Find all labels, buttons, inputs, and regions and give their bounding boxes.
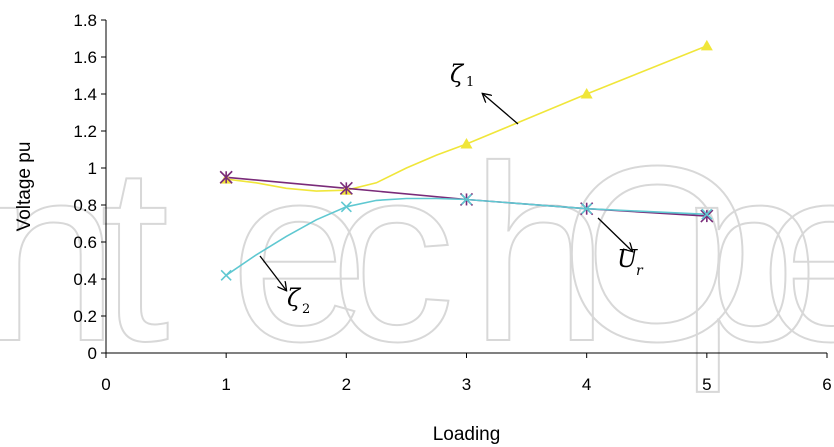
y-tick-label: 1.6: [73, 48, 97, 67]
annotation-subscript-zeta1: 1: [466, 75, 474, 90]
series-line-zeta1: [226, 45, 708, 192]
watermark-letter: e: [760, 114, 834, 393]
annotation-label-zeta2: ζ: [287, 284, 302, 312]
marker-zeta2: [340, 201, 352, 213]
annotation-arrow-zeta2: [259, 255, 286, 290]
y-tick-label: 0.2: [73, 307, 97, 326]
x-tick-label: 4: [582, 375, 591, 394]
marker-zeta2: [460, 193, 473, 206]
watermark-letter: n: [0, 114, 119, 393]
marker-ur: [339, 181, 353, 195]
y-tick-label: 1.2: [73, 122, 97, 141]
watermark-letter: h: [470, 114, 609, 393]
x-tick-label: 5: [702, 375, 711, 394]
x-tick-label: 2: [342, 375, 351, 394]
series-markers: [219, 39, 714, 281]
y-tick-label: 1.8: [73, 11, 97, 30]
marker-stroke: [340, 201, 352, 213]
marker-zeta1: [700, 39, 713, 51]
annotation-arrow-ur: [597, 217, 632, 251]
watermark-letter: e: [230, 114, 369, 393]
y-tick-label: 1.4: [73, 85, 97, 104]
marker-zeta2: [581, 203, 593, 215]
watermark: IntechOpen: [0, 113, 834, 394]
watermark-letter: c: [330, 114, 455, 393]
axes: 0 0.2 0.4 0.6 0.8 1 1.2 1.4 1.6 1.8 0 1 2 3 4 5 6: [73, 11, 831, 394]
annotation-arrow-zeta1: [483, 94, 519, 125]
watermark-letter: p: [680, 114, 819, 393]
series-line-zeta2: [225, 197, 707, 276]
marker-stroke: [460, 193, 473, 206]
marker-zeta1: [580, 88, 593, 99]
y-tick-label: 0.4: [73, 270, 97, 289]
y-tick-label: 1: [88, 159, 97, 178]
annotation-label-zeta1: ζ: [450, 60, 465, 88]
y-tick-label: 0.8: [73, 196, 97, 215]
annotation-subscript-zeta2: 2: [302, 302, 310, 317]
x-axis-title: Loading: [433, 424, 501, 445]
x-tick-label: 0: [101, 375, 110, 394]
marker-zeta1: [460, 137, 473, 149]
x-tick-label: 1: [221, 375, 230, 394]
marker-ur: [219, 170, 233, 184]
marker-zeta2: [701, 208, 713, 220]
watermark-letter: t: [100, 114, 169, 393]
x-tick-label: 3: [462, 375, 471, 394]
x-tick-label: 6: [822, 375, 831, 394]
annotation-subscript-ur: r: [636, 263, 644, 279]
annotations: ζ 1ζ 2Ur: [259, 60, 644, 317]
y-axis-title: Voltage pu: [14, 142, 35, 232]
watermark-letter: O: [560, 114, 754, 393]
y-tick-label: 0.6: [73, 233, 97, 252]
marker-stroke: [220, 269, 232, 281]
y-tick-label: 0: [88, 344, 97, 363]
marker-stroke: [581, 203, 593, 215]
marker-zeta2: [220, 269, 232, 281]
marker-ur: [700, 209, 714, 223]
annotation-label-ur: U: [617, 245, 638, 273]
marker-stroke: [701, 208, 713, 220]
